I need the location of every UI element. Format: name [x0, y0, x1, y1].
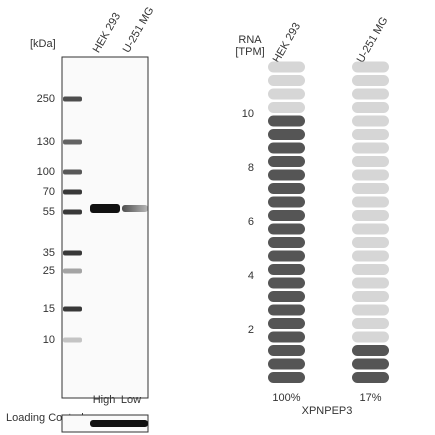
- percent-label: 17%: [359, 392, 381, 404]
- marker-label: 25: [43, 265, 55, 277]
- marker-band: [63, 306, 82, 312]
- level-label: Low: [121, 394, 141, 406]
- rna-tick-label: 6: [248, 216, 254, 228]
- marker-label: 35: [43, 247, 55, 259]
- rna-pill: [268, 291, 305, 302]
- rna-tick-label: 4: [248, 270, 254, 282]
- rna-pill: [352, 183, 389, 194]
- rna-tick-label: 2: [248, 324, 254, 336]
- rna-pill: [352, 210, 389, 221]
- band: [90, 204, 120, 213]
- rna-pill: [352, 372, 389, 383]
- rna-tick-label: 8: [248, 162, 254, 174]
- marker-label: 130: [37, 136, 55, 148]
- gene-label: XPNPEP3: [302, 405, 353, 417]
- unit-label: [kDa]: [30, 38, 56, 50]
- marker-label: 70: [43, 186, 55, 198]
- rna-unit: RNA: [238, 34, 262, 46]
- rna-pill: [352, 75, 389, 86]
- marker-band: [63, 169, 82, 175]
- marker-band: [63, 250, 82, 256]
- rna-pill: [352, 142, 389, 154]
- rna-tick-label: 10: [242, 108, 254, 120]
- rna-pill: [268, 210, 305, 221]
- rna-pill: [352, 169, 389, 181]
- marker-label: 100: [37, 166, 55, 178]
- rna-pill: [268, 115, 305, 127]
- rna-pill: [352, 277, 389, 289]
- rna-pill: [268, 75, 305, 86]
- rna-pill: [352, 237, 389, 248]
- marker-label: 55: [43, 206, 55, 218]
- rna-pill: [352, 250, 389, 262]
- rna-pill: [268, 250, 305, 262]
- rna-pill: [352, 291, 389, 302]
- rna-pill: [352, 102, 389, 113]
- marker-label: 250: [37, 93, 55, 105]
- rna-pill: [268, 358, 305, 370]
- rna-pill: [352, 129, 389, 140]
- marker-band: [63, 268, 82, 274]
- rna-pill: [268, 102, 305, 113]
- rna-pill: [268, 331, 305, 343]
- rna-pill: [268, 304, 305, 316]
- marker-band: [63, 139, 82, 145]
- loading-band: [90, 420, 148, 427]
- rna-pill: [352, 304, 389, 316]
- rna-pill: [352, 196, 389, 208]
- rna-pill: [268, 277, 305, 289]
- band: [122, 205, 148, 212]
- percent-label: 100%: [272, 392, 300, 404]
- rna-pill: [268, 169, 305, 181]
- sample-label: HEK 293: [271, 21, 303, 65]
- rna-pill: [268, 345, 305, 356]
- rna-pill: [352, 331, 389, 343]
- rna-unit: [TPM]: [235, 46, 264, 58]
- rna-pill: [352, 156, 389, 167]
- rna-pill: [352, 358, 389, 370]
- rna-pill: [352, 318, 389, 329]
- sample-label: U-251 MG: [355, 15, 391, 65]
- rna-pill: [268, 223, 305, 235]
- rna-pill: [352, 115, 389, 127]
- blot-frame: [61, 56, 149, 399]
- marker-band: [63, 337, 82, 343]
- marker-band: [63, 189, 82, 195]
- rna-pill: [268, 61, 305, 73]
- marker-band: [63, 209, 82, 215]
- rna-pill: [268, 142, 305, 154]
- rna-pill: [268, 129, 305, 140]
- marker-label: 15: [43, 303, 55, 315]
- rna-pill: [352, 264, 389, 275]
- level-label: High: [93, 394, 116, 406]
- rna-pill: [268, 318, 305, 329]
- rna-pill: [352, 345, 389, 356]
- rna-pill: [352, 61, 389, 73]
- rna-pill: [268, 156, 305, 167]
- lane-label: HEK 293: [91, 11, 123, 55]
- rna-pill: [268, 372, 305, 383]
- marker-label: 10: [43, 334, 55, 346]
- rna-pill: [352, 88, 389, 100]
- rna-pill: [268, 196, 305, 208]
- rna-pill: [268, 264, 305, 275]
- marker-band: [63, 96, 82, 102]
- lane-label: U-251 MG: [121, 5, 157, 55]
- rna-pill: [352, 223, 389, 235]
- rna-pill: [268, 88, 305, 100]
- rna-pill: [268, 237, 305, 248]
- rna-pill: [268, 183, 305, 194]
